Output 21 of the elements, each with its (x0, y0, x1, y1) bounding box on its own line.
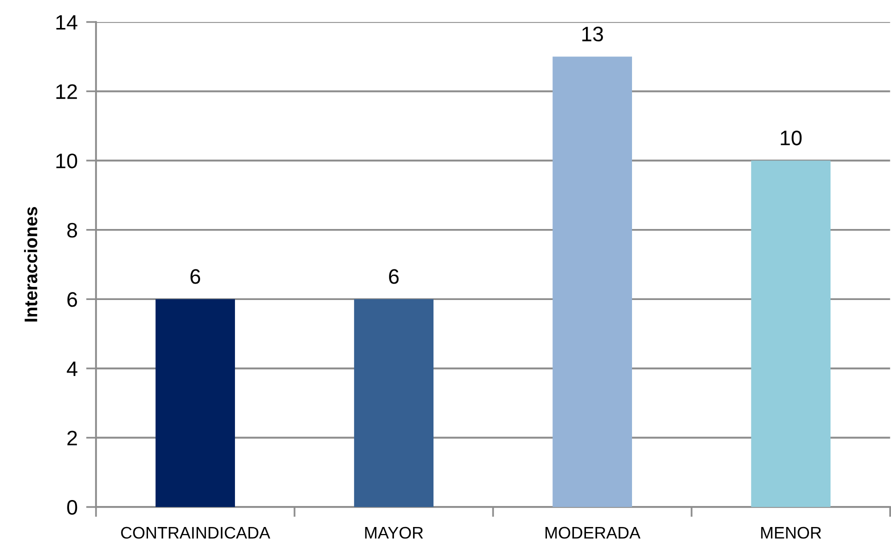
data-label: 10 (780, 130, 802, 146)
bar (751, 160, 831, 507)
x-tick-label: MAYOR (365, 526, 423, 539)
y-tick-label: 4 (66, 362, 78, 376)
x-tick-label: CONTRAINDICADA (121, 526, 270, 539)
data-label: 6 (389, 269, 399, 284)
y-tick-label: 0 (67, 500, 78, 515)
y-tick-label: 8 (67, 222, 78, 238)
bar (156, 299, 235, 507)
y-tick-label: 6 (67, 292, 78, 307)
y-tick-label: 2 (67, 430, 77, 446)
bar (354, 299, 434, 507)
y-tick-label: 12 (56, 84, 77, 99)
bar (552, 56, 632, 507)
y-axis-title: Interacciones (24, 207, 38, 322)
y-tick-label: 10 (56, 154, 78, 168)
x-tick-label: MENOR (761, 526, 822, 539)
data-label: 13 (582, 26, 603, 42)
x-tick-label: MODERADA (546, 526, 640, 539)
y-tick-label: 14 (56, 15, 78, 30)
data-label: 6 (190, 269, 200, 284)
